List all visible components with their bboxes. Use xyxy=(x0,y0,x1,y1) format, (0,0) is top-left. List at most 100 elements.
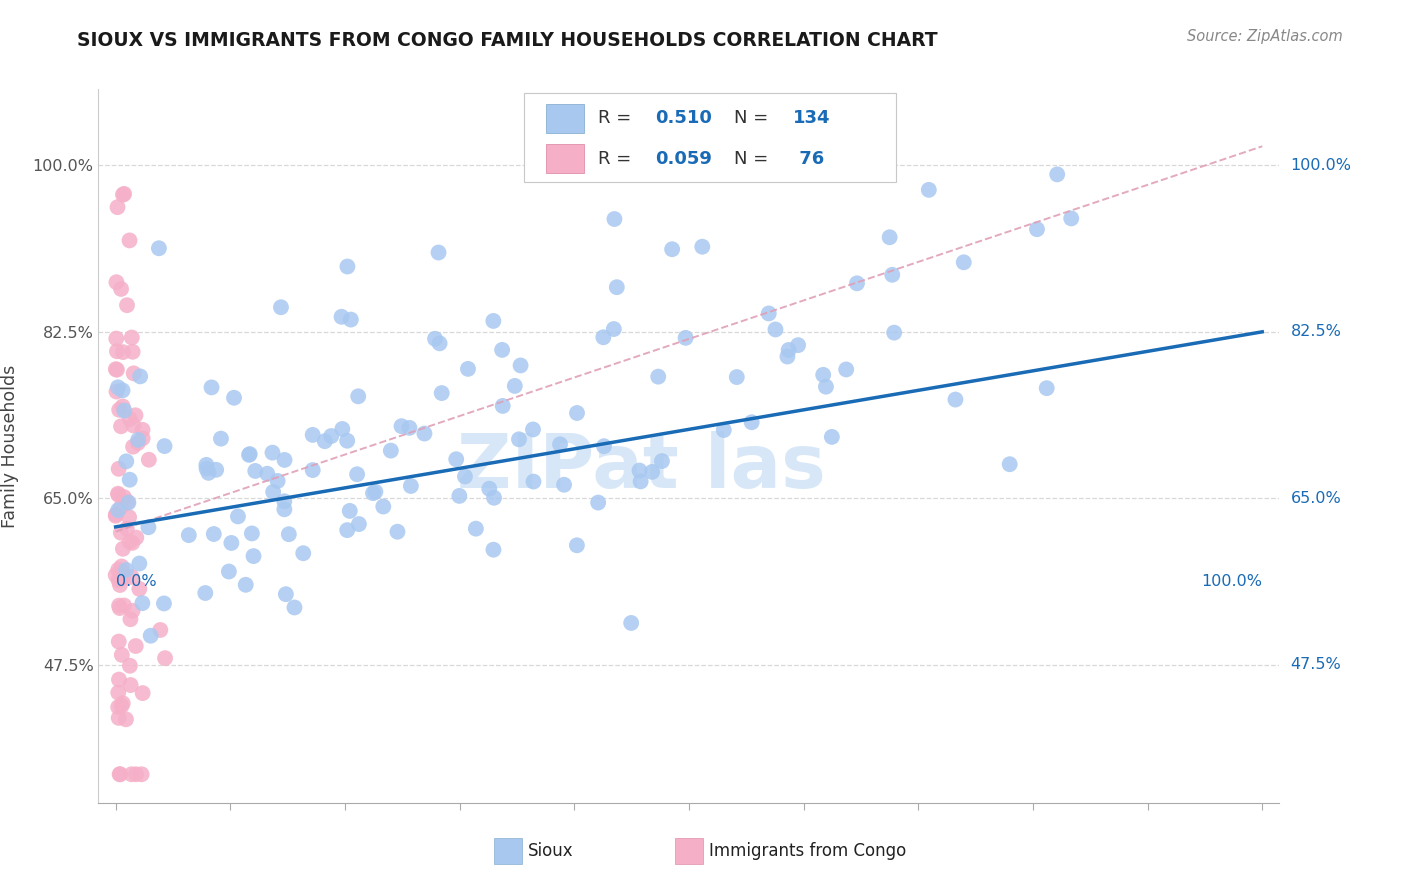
Point xyxy=(107,685,129,699)
Point xyxy=(105,362,128,376)
Point xyxy=(242,549,264,563)
Point xyxy=(256,467,278,481)
Point xyxy=(846,277,869,291)
Point xyxy=(107,573,129,587)
Point xyxy=(195,461,218,475)
Point xyxy=(110,419,132,434)
Point xyxy=(115,522,138,536)
Point xyxy=(122,418,145,433)
Point xyxy=(194,586,217,600)
Point xyxy=(413,426,436,441)
Point xyxy=(464,522,486,536)
Point xyxy=(115,712,138,726)
Point xyxy=(398,421,420,435)
Point xyxy=(274,587,297,601)
Point xyxy=(553,477,575,491)
Point xyxy=(108,767,131,781)
Point xyxy=(121,767,143,781)
Point xyxy=(565,538,588,552)
Point xyxy=(586,495,609,509)
Point xyxy=(239,447,262,461)
Point xyxy=(107,711,129,725)
Point xyxy=(647,369,669,384)
Point xyxy=(347,517,370,532)
Point xyxy=(121,344,143,359)
Point xyxy=(821,430,844,444)
Point xyxy=(110,282,132,296)
Point xyxy=(131,596,153,610)
Point xyxy=(457,362,479,376)
Point xyxy=(111,541,134,556)
Point xyxy=(107,563,129,577)
Text: R =: R = xyxy=(598,110,637,128)
Point xyxy=(879,230,901,244)
Point xyxy=(131,431,153,445)
Point xyxy=(273,494,295,508)
Point xyxy=(346,467,368,482)
Point xyxy=(262,445,284,459)
Point xyxy=(427,245,450,260)
Text: Immigrants from Congo: Immigrants from Congo xyxy=(709,842,907,860)
Point xyxy=(118,510,141,524)
Text: N =: N = xyxy=(734,110,773,128)
Point xyxy=(364,484,387,499)
Point xyxy=(111,345,134,359)
FancyBboxPatch shape xyxy=(523,93,896,182)
Point xyxy=(108,578,131,592)
Point xyxy=(592,330,614,344)
Point xyxy=(330,310,353,324)
Point xyxy=(787,338,810,352)
Point xyxy=(128,557,150,571)
Point xyxy=(952,255,974,269)
Point xyxy=(508,432,530,446)
Point xyxy=(205,463,228,477)
Point xyxy=(603,322,626,336)
Point xyxy=(503,379,526,393)
Point xyxy=(522,475,544,489)
Point xyxy=(105,332,128,346)
Point xyxy=(121,330,143,344)
Point xyxy=(111,400,134,414)
Point xyxy=(630,475,652,489)
Point xyxy=(121,536,143,550)
Point xyxy=(104,508,127,523)
Bar xyxy=(494,838,523,864)
Point xyxy=(273,502,295,516)
Point xyxy=(492,399,515,413)
Point xyxy=(104,508,127,522)
Point xyxy=(127,433,149,447)
Point xyxy=(118,473,141,487)
Point xyxy=(118,412,141,426)
Point xyxy=(380,443,402,458)
Point xyxy=(107,380,129,394)
Point xyxy=(221,536,243,550)
Point xyxy=(131,423,153,437)
Point xyxy=(273,453,295,467)
Point xyxy=(107,700,129,714)
Point xyxy=(266,474,288,488)
Point xyxy=(129,369,152,384)
Point xyxy=(998,457,1021,471)
Point xyxy=(108,767,131,781)
Point xyxy=(430,386,453,401)
Text: 47.5%: 47.5% xyxy=(1291,657,1341,673)
Text: Sioux: Sioux xyxy=(529,842,574,860)
Point xyxy=(112,571,135,585)
Point xyxy=(741,415,763,429)
Point xyxy=(641,465,664,479)
Point xyxy=(226,509,249,524)
Point xyxy=(195,458,218,472)
Point xyxy=(111,696,134,710)
Point xyxy=(121,570,143,584)
Point xyxy=(110,500,132,514)
Text: 0.510: 0.510 xyxy=(655,110,711,128)
Point xyxy=(713,423,735,437)
Point xyxy=(111,648,134,662)
Point xyxy=(522,422,544,436)
Point xyxy=(120,612,142,626)
Point xyxy=(200,380,222,394)
Point xyxy=(139,629,162,643)
Point xyxy=(292,546,315,560)
Point xyxy=(283,600,305,615)
Point xyxy=(454,469,477,483)
